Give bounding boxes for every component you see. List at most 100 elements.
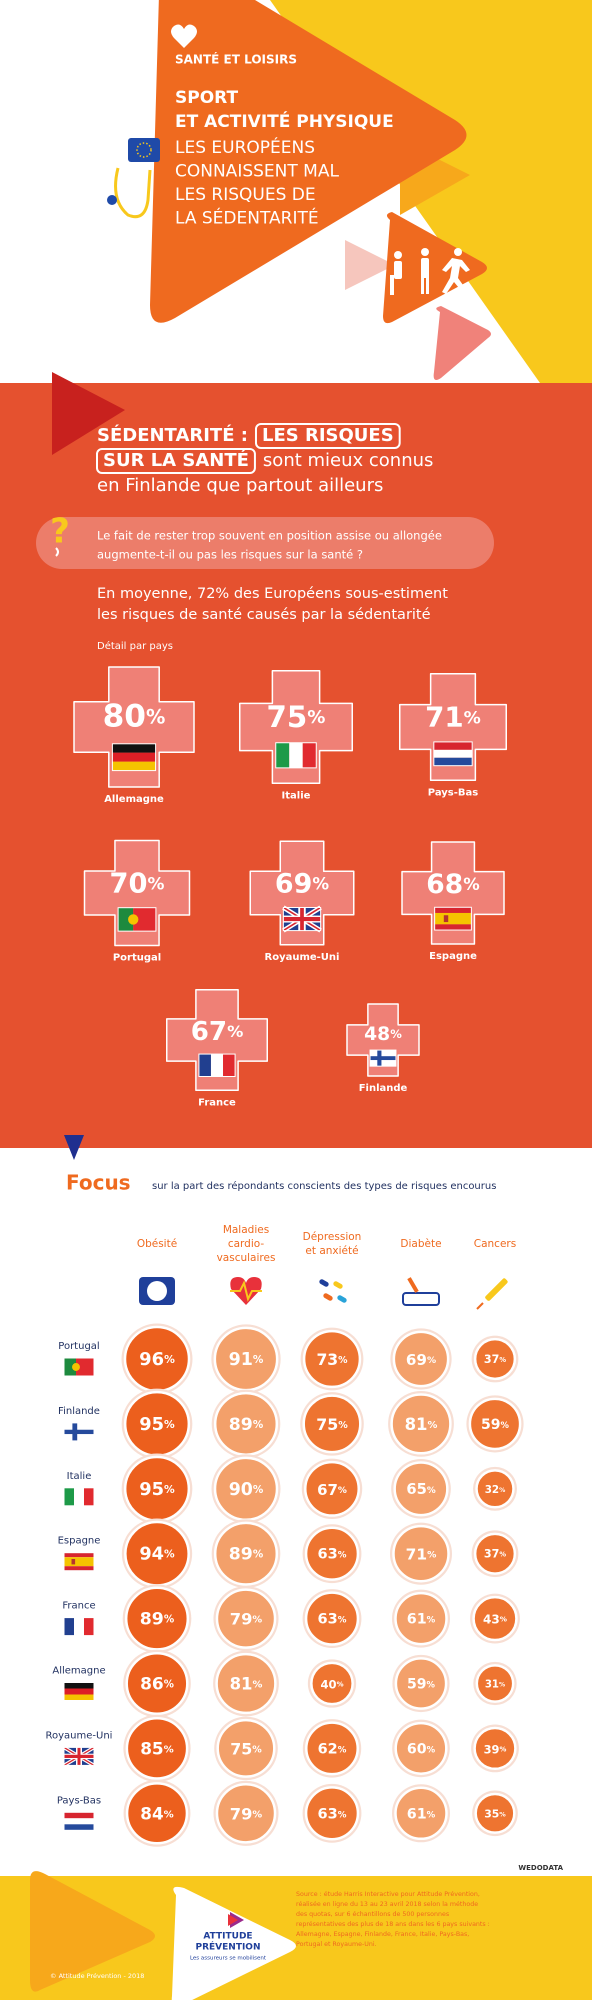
flag-part [118, 907, 134, 932]
header-triangle [150, 0, 467, 323]
value-number: 62 [318, 1741, 338, 1757]
value-number: 69 [406, 1351, 427, 1369]
bubble [310, 1661, 354, 1706]
bubble-value: 90% [229, 1480, 264, 1500]
value-number: 37 [484, 1548, 499, 1561]
question-icon: ? [50, 512, 70, 552]
bubble-value: 35% [484, 1807, 506, 1820]
copyright: © Attitude Prévention - 2018 [50, 1972, 144, 1980]
person-icon [421, 276, 424, 294]
flag-part [74, 1487, 84, 1506]
bubble-value: 31% [485, 1680, 505, 1691]
flag-border [63, 1422, 95, 1442]
value-number: 95 [139, 1479, 164, 1500]
country-name: Italie [282, 790, 311, 801]
column-header: Diabète [400, 1238, 441, 1250]
value-number: 68 [426, 868, 463, 899]
question-icon [55, 547, 59, 557]
source-text: Source : étude Harris Interactive pour A… [296, 1890, 480, 1898]
flag-part [302, 742, 317, 768]
header-title: SPORT [175, 88, 238, 108]
value-number: 70 [110, 868, 148, 899]
credit: WEDODATA [518, 1864, 563, 1872]
bubble-value: 43% [483, 1612, 507, 1626]
bubble [215, 1652, 277, 1715]
flag-part [275, 742, 290, 768]
bubble [304, 1460, 360, 1517]
flag-part [64, 1824, 94, 1831]
flag-part [64, 1812, 94, 1819]
value-unit: % [253, 1549, 264, 1561]
value-number: 71 [406, 1545, 427, 1563]
flag-part [112, 752, 156, 762]
flag-part [433, 757, 473, 766]
column-header: Cancers [474, 1238, 516, 1250]
bubble [394, 1786, 448, 1841]
flag-part [64, 1552, 94, 1558]
header-subtitle: LES EUROPÉENS [175, 136, 315, 158]
bubble-value: 96% [139, 1349, 175, 1370]
flag-part [71, 1559, 76, 1565]
value-number: 84 [140, 1803, 163, 1823]
value-unit: % [253, 1484, 264, 1496]
flag-part [300, 907, 304, 931]
row-country: Italie [67, 1471, 92, 1482]
value-number: 71 [425, 700, 464, 733]
cross-value: 71% [425, 700, 481, 733]
flag-border [63, 1811, 95, 1831]
footer-triangle [30, 1871, 155, 1992]
column-header: vasculaires [217, 1252, 276, 1264]
bubble-value: 75% [316, 1414, 348, 1433]
value-unit: % [427, 1615, 436, 1625]
flag-part [434, 924, 472, 931]
cross-mark [239, 670, 353, 784]
logo-name: PRÉVENTION [196, 1941, 261, 1953]
value-unit: % [338, 1810, 347, 1820]
bubble-value: 79% [230, 1609, 263, 1628]
bubble-value: 89% [229, 1545, 264, 1565]
bubble-value: 61% [407, 1612, 436, 1628]
eu-stars [136, 142, 152, 158]
person-icon [394, 261, 402, 279]
cross-mark [346, 1003, 420, 1077]
value-number: 90 [229, 1480, 253, 1500]
column-icon [230, 1280, 262, 1302]
flag-part [112, 761, 156, 771]
category-label: SANTÉ ET LOISIRS [175, 52, 297, 67]
value-unit: % [499, 1487, 505, 1494]
bubble [215, 1588, 277, 1649]
bubble [304, 1526, 360, 1581]
logo-tagline: Les assureurs se mobilisent [190, 1956, 267, 1962]
flag [63, 1745, 95, 1767]
bubble-value: 94% [139, 1545, 175, 1565]
bubble-value: 73% [316, 1351, 348, 1369]
bubble-value: 85% [140, 1738, 174, 1758]
person-icon [442, 258, 470, 294]
bubble [125, 1651, 189, 1716]
bubble-value: 69% [406, 1351, 436, 1369]
bubble-value: 81% [230, 1674, 263, 1693]
column-header: Dépression [303, 1231, 362, 1243]
value-unit: % [164, 1614, 175, 1626]
country-name: France [198, 1097, 236, 1108]
cross-value: 80% [103, 698, 166, 734]
value-number: 59 [407, 1677, 427, 1693]
person-icon [454, 248, 462, 256]
value-unit: % [148, 874, 165, 894]
bubble [472, 1595, 518, 1642]
value-unit: % [227, 1021, 243, 1040]
value-number: 81 [405, 1414, 428, 1433]
detail-label: Détail par pays [97, 640, 173, 652]
bubble [474, 1792, 516, 1834]
flag-border [63, 1487, 95, 1507]
value-unit: % [307, 707, 325, 728]
activity-icons [390, 248, 470, 295]
flag-border [63, 1617, 95, 1637]
focus-label: Focus [66, 1171, 131, 1195]
column-icon [333, 1281, 343, 1289]
value-unit: % [338, 1615, 347, 1625]
flag [282, 905, 322, 933]
bubble-value: 67% [317, 1480, 347, 1498]
section-title: en Finlande que partout ailleurs [97, 475, 383, 496]
bubble [392, 1330, 450, 1388]
